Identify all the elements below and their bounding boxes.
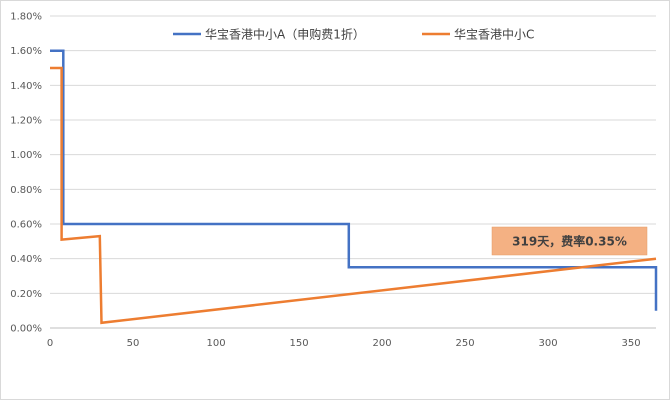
y-tick-label: 0.40%	[10, 254, 42, 265]
y-tick-label: 0.80%	[10, 185, 42, 196]
x-tick-label: 350	[622, 338, 641, 349]
x-tick-label: 250	[456, 338, 475, 349]
x-tick-label: 150	[289, 338, 308, 349]
series-line-2	[50, 66, 657, 325]
y-tick-label: 1.80%	[10, 12, 42, 23]
series-lines	[50, 49, 658, 325]
series-line-1	[50, 49, 658, 311]
legend-label-1: 华宝香港中小A（申购费1折）	[205, 27, 365, 42]
legend-label-2: 华宝香港中小C	[454, 27, 534, 42]
y-tick-label: 1.20%	[10, 116, 42, 127]
y-tick-label: 1.00%	[10, 150, 42, 161]
y-tick-label: 0.60%	[10, 220, 42, 231]
x-tick-label: 200	[373, 338, 392, 349]
annotations: 319天，费率0.35%	[491, 226, 648, 256]
legend: 华宝香港中小A（申购费1折） 华宝香港中小C	[173, 27, 534, 42]
y-tick-label: 0.20%	[10, 289, 42, 300]
y-tick-label: 0.00%	[10, 324, 42, 335]
x-tick-label: 300	[539, 338, 558, 349]
x-tick-label: 0	[47, 338, 53, 349]
y-tick-label: 1.60%	[10, 46, 42, 57]
y-tick-label: 1.40%	[10, 81, 42, 92]
x-tick-label: 50	[127, 338, 140, 349]
annotation-label: 319天，费率0.35%	[512, 234, 627, 249]
x-tick-label: 100	[206, 338, 225, 349]
axes: 0.00% 0.20% 0.40% 0.60% 0.80% 1.00% 1.20% 1.40%…	[10, 12, 656, 349]
annotation-box	[491, 226, 648, 256]
